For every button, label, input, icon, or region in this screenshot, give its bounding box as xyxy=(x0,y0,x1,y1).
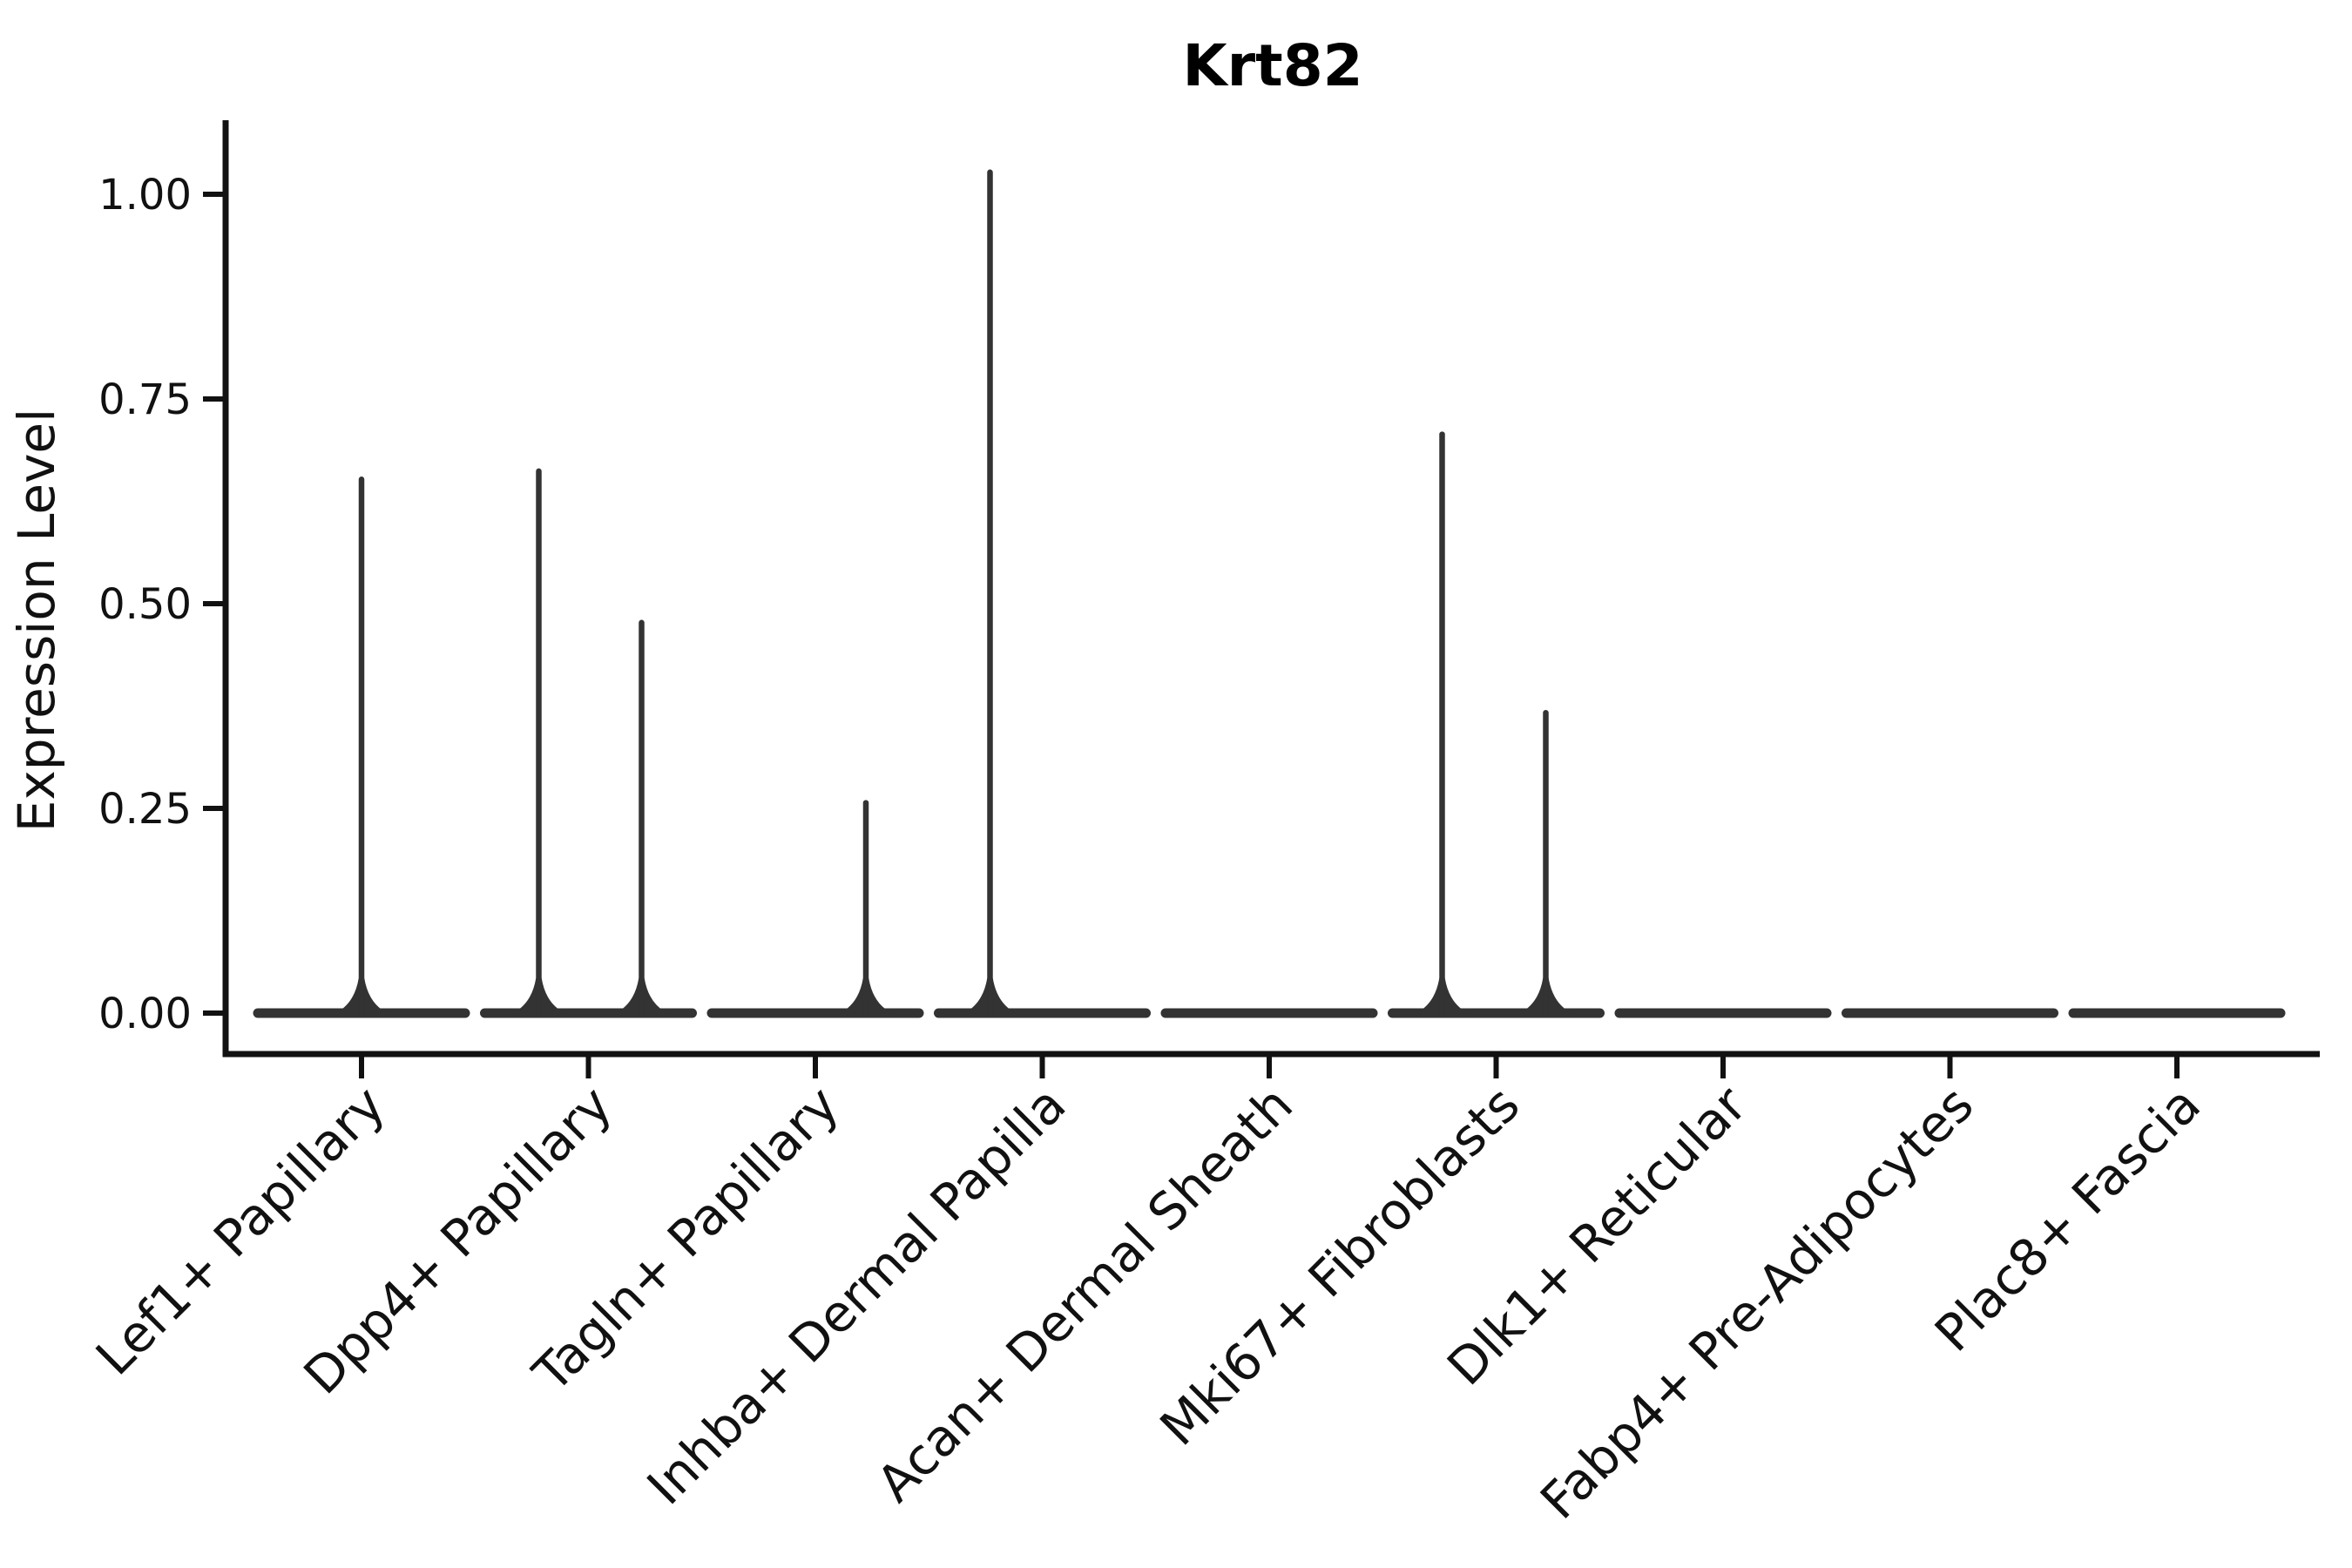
violin xyxy=(480,468,697,1018)
violin-layer xyxy=(253,169,2286,1018)
y-tick-label: 0.25 xyxy=(98,785,192,834)
y-tick-label: 1.00 xyxy=(98,171,192,220)
violin xyxy=(1388,431,1605,1018)
y-axis-label: Expression Level xyxy=(7,409,66,832)
x-tick-label: Fabp4+ Pre-Adipocytes xyxy=(1529,1075,1984,1531)
x-tick-label: Inhba+ Dermal Papilla xyxy=(636,1075,1078,1517)
violin xyxy=(934,169,1151,1018)
chart-title: Krt82 xyxy=(1182,32,1362,99)
y-tick-label: 0.00 xyxy=(98,990,192,1038)
violin xyxy=(253,476,470,1018)
axes-layer: 1.00 0.75 0.50 0.25 0.00 xyxy=(98,120,2320,1078)
x-tick-label: Acan+ Dermal Sheath xyxy=(865,1075,1303,1513)
y-tick-label: 0.75 xyxy=(98,375,192,424)
violin xyxy=(706,800,924,1018)
y-tick-label: 0.50 xyxy=(98,580,192,629)
